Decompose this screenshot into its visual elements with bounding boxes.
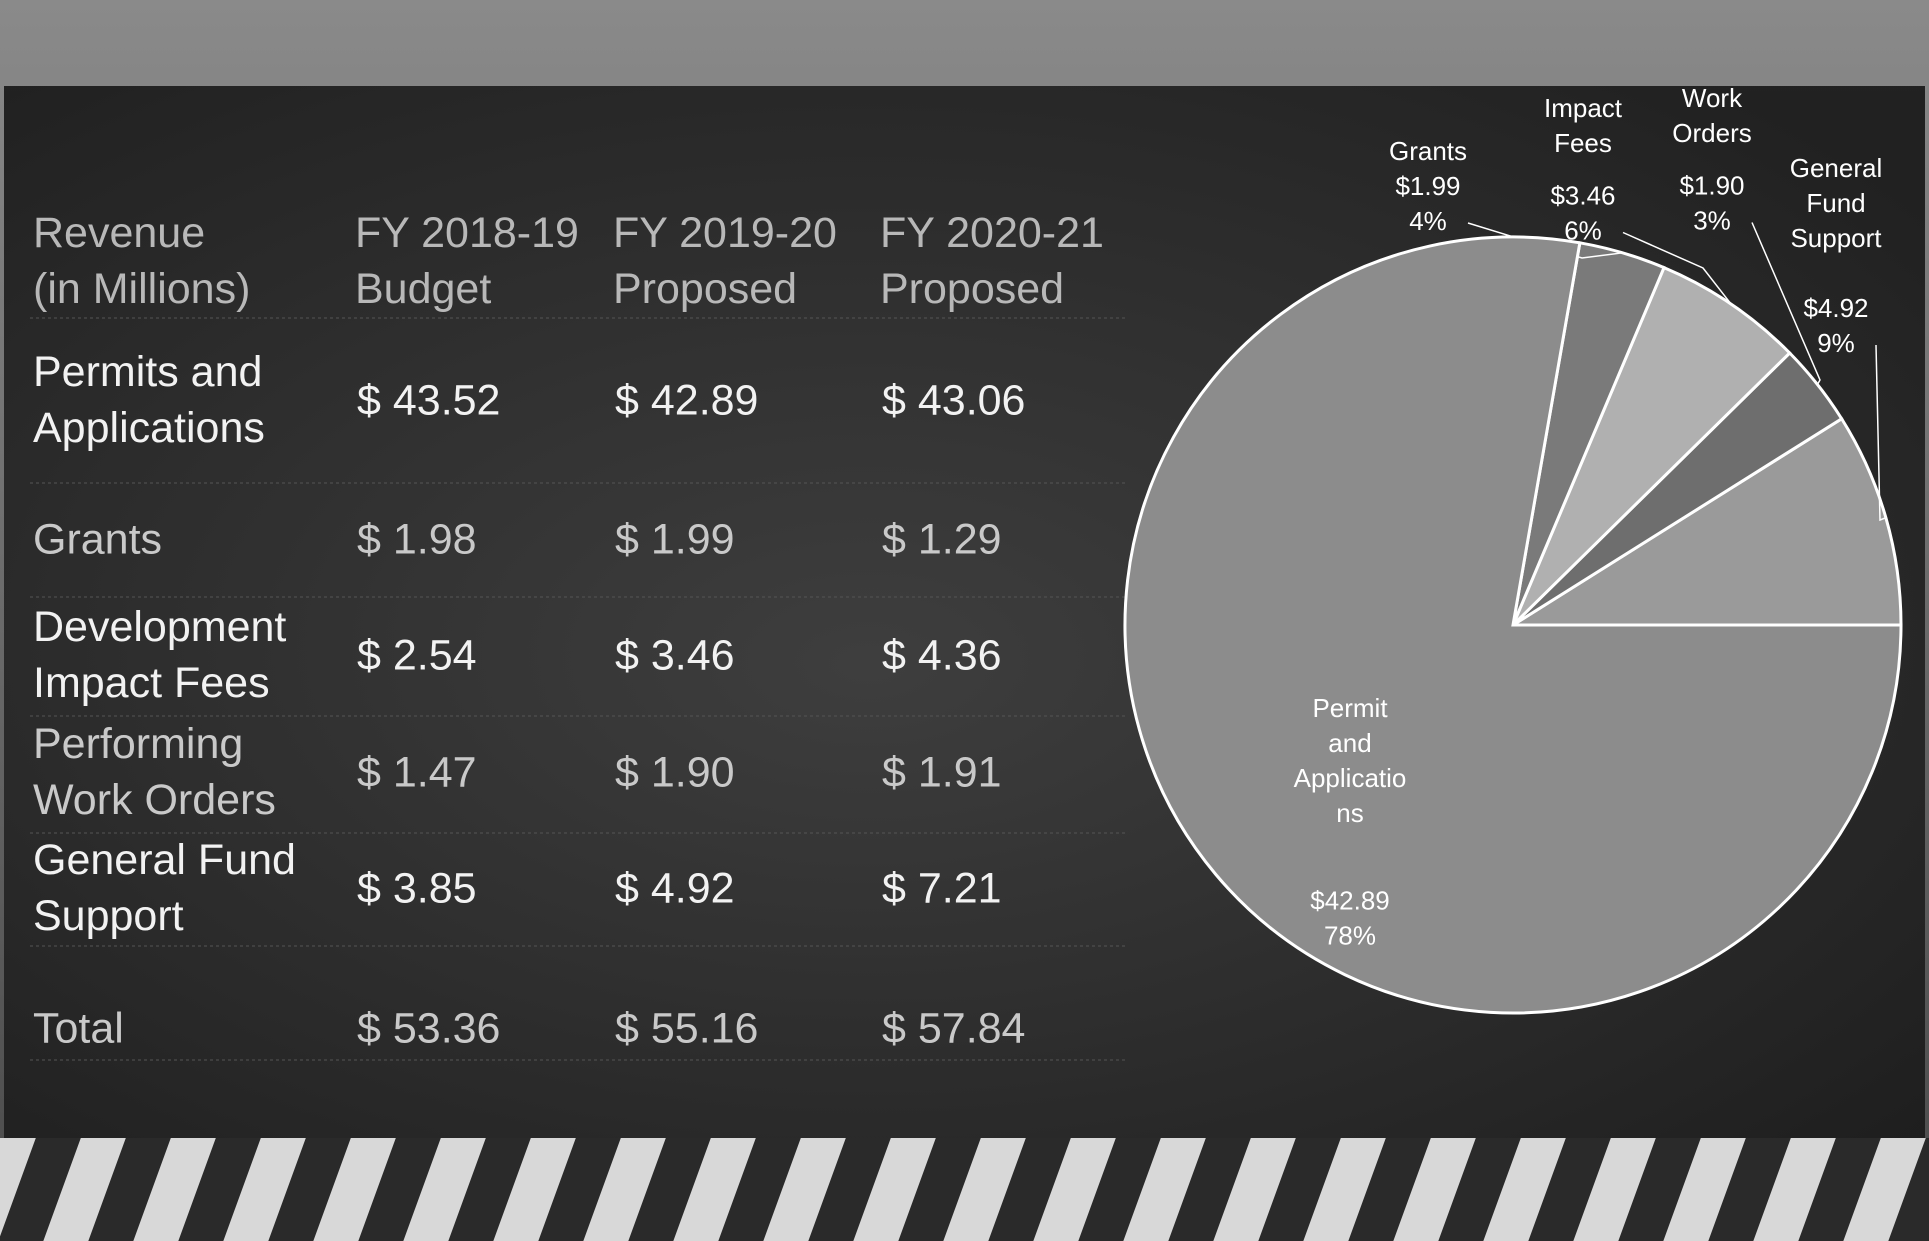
table-cell: $ 43.06 [882, 376, 1025, 424]
table-cell: $ 2.54 [357, 631, 477, 679]
row-label: Grants [33, 515, 162, 563]
table-cell: $ 57.84 [882, 1004, 1025, 1052]
leader-line [1467, 222, 1623, 259]
table-cell: $ 4.36 [882, 631, 1002, 679]
floor-pattern [0, 1138, 1929, 1241]
slice-label: Impact Fees [1544, 93, 1623, 158]
leader-line [1875, 344, 1887, 522]
pie-slice [1123, 235, 1903, 1015]
slice-label: Grants [1389, 136, 1467, 166]
table-cell: $ 43.52 [357, 376, 500, 424]
slice-value-label: $3.46 [1550, 180, 1615, 210]
table-cell: $ 1.90 [615, 748, 735, 796]
table-cell: $ 1.29 [882, 515, 1002, 563]
leader-line [1622, 231, 1732, 305]
slice-label: Work Orders [1672, 83, 1751, 148]
table-cell: $ 53.36 [357, 1004, 500, 1052]
table-cell: $ 3.85 [357, 864, 477, 912]
slice-value-label: $42.89 [1310, 885, 1390, 915]
column-header: FY 2018-19 Budget [355, 209, 579, 313]
row-label: Total [33, 1004, 124, 1052]
table-cell: $ 1.47 [357, 748, 477, 796]
table-cell: $ 7.21 [882, 864, 1002, 912]
slice-percent-label: 78% [1324, 920, 1376, 950]
table-cell: $ 1.91 [882, 748, 1002, 796]
revenue-table: Revenue (in Millions) FY 2018-19 Budget FY 2… [30, 209, 1125, 1061]
row-label: Performing Work Orders [33, 720, 276, 824]
row-label: General Fund Support [33, 836, 296, 940]
pie-slice [1507, 416, 1903, 627]
slice-label: General Fund Support [1790, 153, 1883, 253]
slice-value-label: $1.99 [1395, 171, 1460, 201]
leader-line [1751, 222, 1821, 385]
pie-chart: General Fund Support $4.92 9% Work Orders $1.90… [1123, 83, 1903, 1015]
table-cell: $ 55.16 [615, 1004, 758, 1052]
slice-percent-label: 4% [1409, 206, 1447, 236]
slice-label: Permit and Applicatio ns [1294, 693, 1407, 828]
slice-percent-label: 9% [1817, 328, 1855, 358]
table-cell: $ 1.98 [357, 515, 477, 563]
column-header: FY 2020-21 Proposed [880, 209, 1104, 313]
slice-value-label: $4.92 [1803, 293, 1868, 323]
column-header: FY 2019-20 Proposed [613, 209, 837, 313]
table-cell: $ 4.92 [615, 864, 735, 912]
slice-percent-label: 3% [1693, 205, 1731, 235]
slice-value-label: $1.90 [1679, 170, 1744, 200]
row-label: Permits and Applications [33, 348, 265, 452]
table-cell: $ 1.99 [615, 515, 735, 563]
row-label: Development Impact Fees [33, 603, 286, 707]
column-header: Revenue (in Millions) [33, 209, 250, 313]
table-cell: $ 3.46 [615, 631, 735, 679]
table-cell: $ 42.89 [615, 376, 758, 424]
